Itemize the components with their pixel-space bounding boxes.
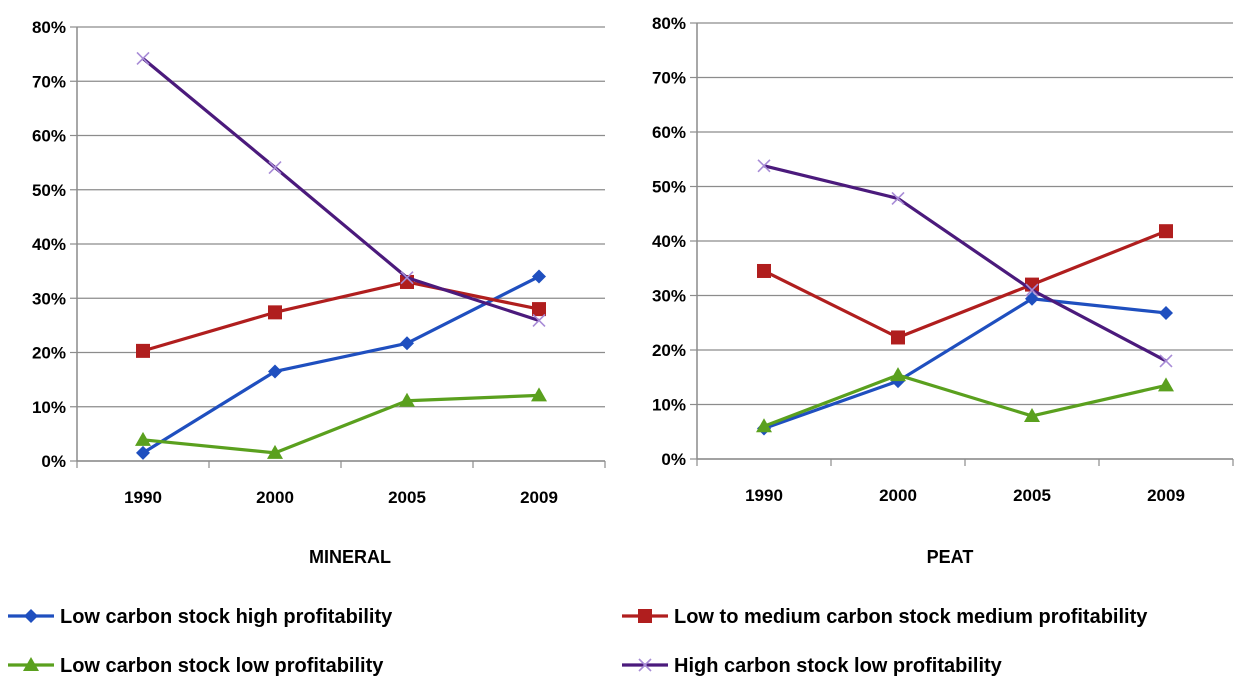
data-point: [135, 431, 151, 446]
x-tick-label: 1990: [745, 486, 783, 505]
y-tick-label: 80%: [652, 14, 686, 33]
x-tick-label: 1990: [124, 488, 162, 507]
data-point: [532, 313, 546, 328]
legend-item: Low carbon stock low profitability: [8, 655, 384, 677]
series-line: [142, 393, 540, 455]
data-point: [890, 367, 906, 382]
y-tick-label: 50%: [32, 181, 66, 200]
data-point: [267, 444, 283, 459]
x-tick-label: 2005: [1013, 486, 1051, 505]
y-tick-label: 70%: [32, 72, 66, 91]
data-point: [1024, 407, 1040, 422]
x-tick-label: 2000: [256, 488, 294, 507]
data-point-stroke-b: [136, 51, 150, 66]
series-4: [136, 51, 546, 328]
y-tick-label: 60%: [652, 123, 686, 142]
data-point-stroke-b: [757, 159, 771, 173]
panel-title: MINERAL: [309, 547, 391, 567]
data-point: [400, 336, 414, 351]
data-point: [136, 343, 150, 358]
panel-title: PEAT: [927, 547, 974, 567]
y-tick-label: 40%: [652, 232, 686, 251]
x-tick-label: 2000: [879, 486, 917, 505]
data-point-stroke-b: [268, 160, 282, 175]
legend-swatch-marker: [24, 609, 38, 623]
series-line: [763, 164, 1167, 363]
data-point: [136, 51, 150, 66]
y-tick-label: 30%: [652, 287, 686, 306]
series-2: [136, 274, 546, 358]
series-line: [763, 373, 1167, 428]
legend-swatch-marker: [638, 658, 652, 672]
data-point-stroke-b: [400, 271, 414, 285]
chart-panel-peat: 0% 10% 20% 30% 40% 50% 60% 70% 80% 1990 2000 2005 20…: [652, 14, 1234, 567]
series-3: [756, 367, 1174, 433]
series-3: [135, 387, 547, 459]
data-point: [400, 271, 414, 285]
legend-item: High carbon stock low profitability: [622, 655, 1003, 677]
data-point: [757, 263, 771, 278]
data-point-stroke-b: [532, 313, 546, 328]
data-point: [1159, 224, 1173, 239]
legend-swatch-marker: [23, 657, 39, 671]
data-point: [1025, 283, 1039, 297]
data-point: [756, 418, 772, 433]
data-point: [891, 191, 905, 206]
data-point-stroke-b: [891, 191, 905, 206]
legend-label: Low carbon stock low profitability: [60, 655, 384, 677]
legend: Low carbon stock high profitability Low t…: [8, 606, 1148, 677]
x-tick-label: 2005: [388, 488, 426, 507]
data-point: [532, 269, 546, 284]
series-line: [763, 229, 1167, 340]
x-tick-label: 2009: [520, 488, 558, 507]
series-4: [757, 159, 1173, 368]
series-line: [142, 280, 540, 353]
series-2: [757, 224, 1173, 345]
y-tick-label: 10%: [652, 396, 686, 415]
legend-item: Low to medium carbon stock medium profit…: [622, 606, 1148, 628]
y-tick-label: 40%: [32, 235, 66, 254]
legend-label: Low to medium carbon stock medium profit…: [674, 606, 1148, 628]
data-point: [531, 387, 547, 402]
data-point: [891, 330, 905, 345]
data-point: [757, 159, 771, 173]
series-line: [141, 57, 540, 323]
data-point: [268, 364, 282, 379]
data-point: [136, 445, 150, 460]
y-tick-label: 80%: [32, 18, 66, 37]
legend-label: Low carbon stock high profitability: [60, 606, 393, 628]
data-point: [1025, 291, 1039, 306]
y-tick-label: 50%: [652, 178, 686, 197]
chart-panel-mineral: 0% 10% 20% 30% 40% 50% 60% 70% 80% 1990 2000 2005 20…: [32, 18, 606, 567]
y-tick-label: 70%: [652, 69, 686, 88]
legend-swatch-marker-stroke-b: [638, 658, 652, 672]
x-tick-label: 2009: [1147, 486, 1185, 505]
legend-item: Low carbon stock high profitability: [8, 606, 393, 628]
data-point-stroke-b: [1159, 354, 1173, 368]
data-point: [268, 160, 282, 175]
legend-label: High carbon stock low profitability: [674, 655, 1003, 677]
y-tick-label: 0%: [41, 452, 66, 471]
data-point: [532, 302, 546, 317]
series-1: [136, 269, 546, 460]
y-tick-label: 20%: [32, 344, 66, 363]
legend-swatch-marker: [638, 609, 652, 623]
y-tick-label: 10%: [32, 398, 66, 417]
y-tick-label: 30%: [32, 289, 66, 308]
data-point: [399, 392, 415, 407]
data-point: [1159, 354, 1173, 368]
y-tick-label: 60%: [32, 127, 66, 146]
series-line: [763, 297, 1167, 430]
data-point-stroke-b: [1025, 283, 1039, 297]
data-point: [1159, 305, 1173, 320]
y-tick-label: 0%: [661, 450, 686, 469]
y-tick-label: 20%: [652, 341, 686, 360]
series-1: [757, 291, 1173, 436]
data-point: [1158, 377, 1174, 392]
data-point: [268, 305, 282, 320]
series-line: [142, 275, 540, 455]
